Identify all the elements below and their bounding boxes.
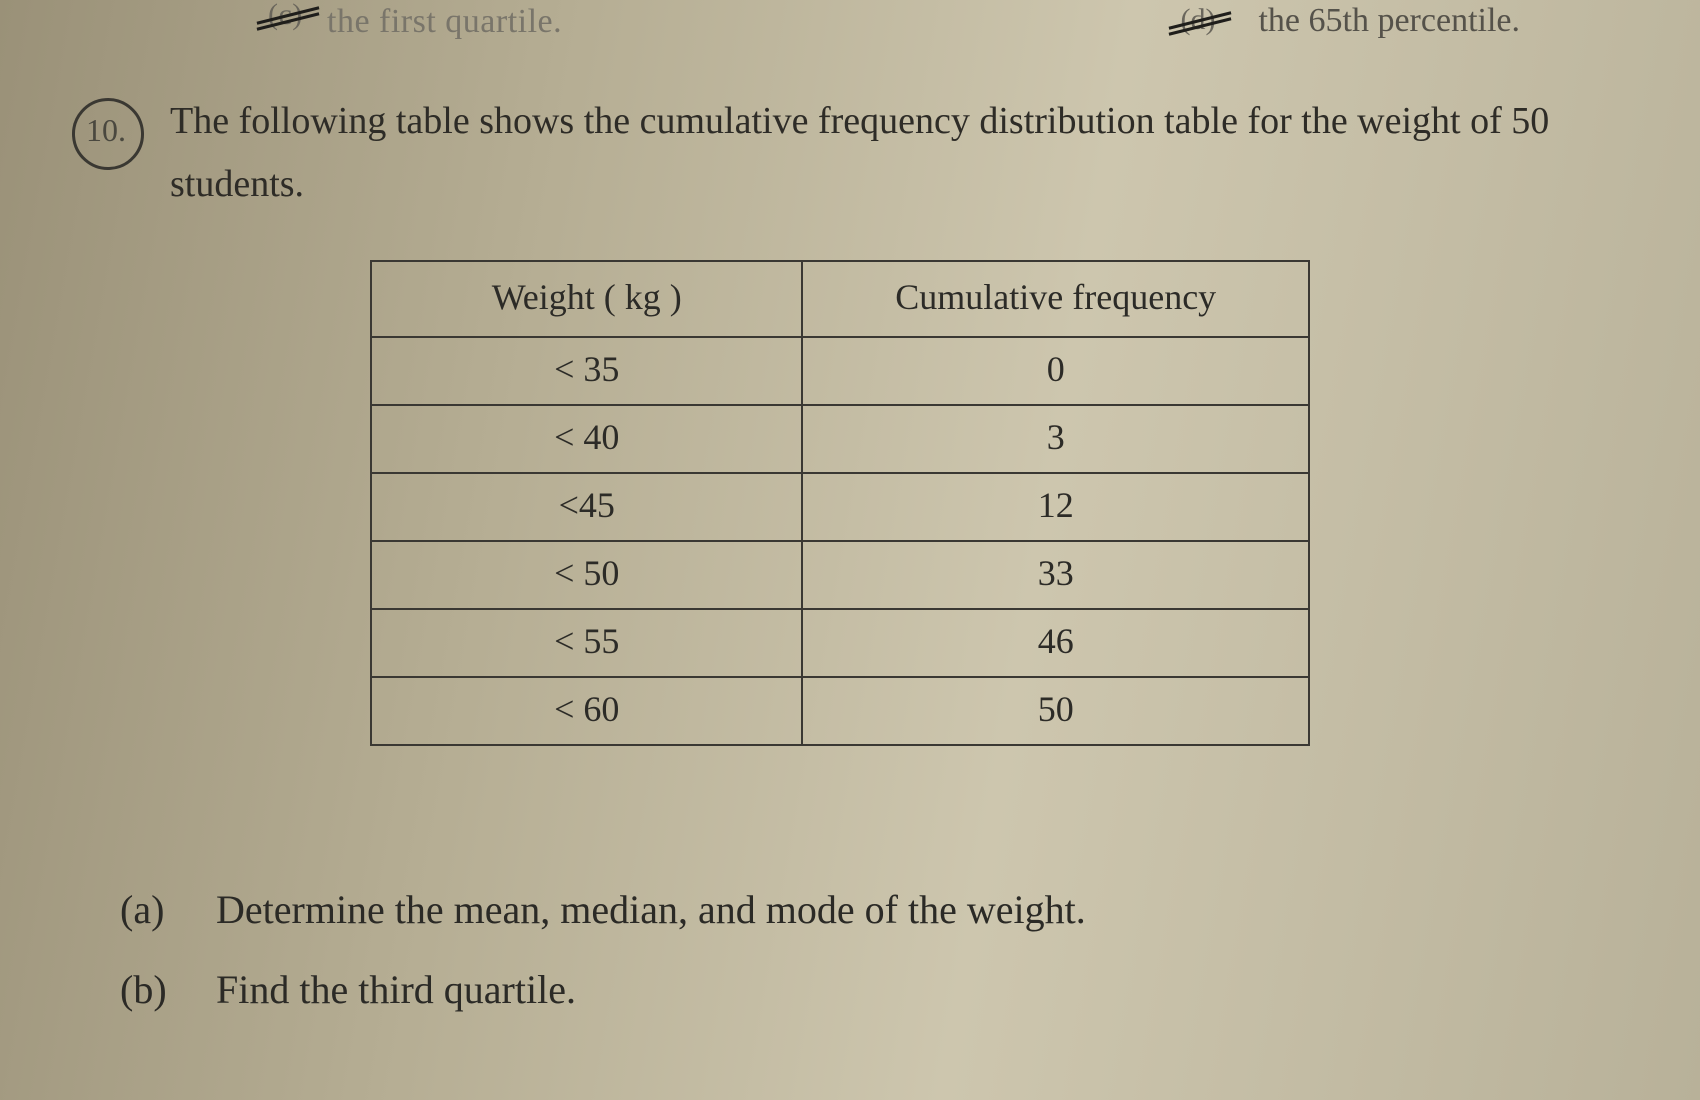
- question-text: The following table shows the cumulative…: [170, 90, 1580, 215]
- question-number: 10.: [70, 96, 142, 168]
- cell-weight: <45: [371, 473, 802, 541]
- table-row: < 40 3: [371, 405, 1309, 473]
- cell-freq: 3: [802, 405, 1309, 473]
- frequency-table: Weight ( kg ) Cumulative frequency < 35 …: [370, 260, 1310, 746]
- table-header-row: Weight ( kg ) Cumulative frequency: [371, 261, 1309, 337]
- cell-freq: 0: [802, 337, 1309, 405]
- strike-icon: (d): [1172, 5, 1230, 37]
- question-number-text: 10.: [70, 112, 142, 149]
- part-a: (a) Determine the mean, median, and mode…: [120, 870, 1580, 950]
- table: Weight ( kg ) Cumulative frequency < 35 …: [370, 260, 1310, 746]
- page: (c) the first quartile. (d) the 65th per…: [0, 0, 1700, 1100]
- table-row: < 55 46: [371, 609, 1309, 677]
- cell-weight: < 60: [371, 677, 802, 745]
- fragment-left: (c) the first quartile.: [260, 0, 562, 41]
- table-row: < 60 50: [371, 677, 1309, 745]
- previous-question-fragments: (c) the first quartile. (d) the 65th per…: [0, 0, 1700, 41]
- part-b-text: Find the third quartile.: [216, 950, 576, 1030]
- sub-questions: (a) Determine the mean, median, and mode…: [120, 870, 1580, 1030]
- part-b-label: (b): [120, 950, 180, 1030]
- question: 10. The following table shows the cumula…: [70, 90, 1580, 215]
- table-row: < 50 33: [371, 541, 1309, 609]
- cell-weight: < 35: [371, 337, 802, 405]
- cell-weight: < 40: [371, 405, 802, 473]
- cell-freq: 50: [802, 677, 1309, 745]
- part-b: (b) Find the third quartile.: [120, 950, 1580, 1030]
- table-row: < 35 0: [371, 337, 1309, 405]
- strike-icon: (c): [260, 0, 318, 32]
- col-header-weight: Weight ( kg ): [371, 261, 802, 337]
- cell-freq: 33: [802, 541, 1309, 609]
- cell-weight: < 55: [371, 609, 802, 677]
- cell-freq: 12: [802, 473, 1309, 541]
- fragment-right: (d) the 65th percentile.: [1172, 0, 1520, 41]
- part-a-label: (a): [120, 870, 180, 950]
- fragment-right-text: the 65th percentile.: [1258, 2, 1520, 40]
- table-row: <45 12: [371, 473, 1309, 541]
- cell-freq: 46: [802, 609, 1309, 677]
- col-header-cumfreq: Cumulative frequency: [802, 261, 1309, 337]
- part-a-text: Determine the mean, median, and mode of …: [216, 870, 1086, 950]
- fragment-left-text: the first quartile.: [327, 3, 562, 40]
- cell-weight: < 50: [371, 541, 802, 609]
